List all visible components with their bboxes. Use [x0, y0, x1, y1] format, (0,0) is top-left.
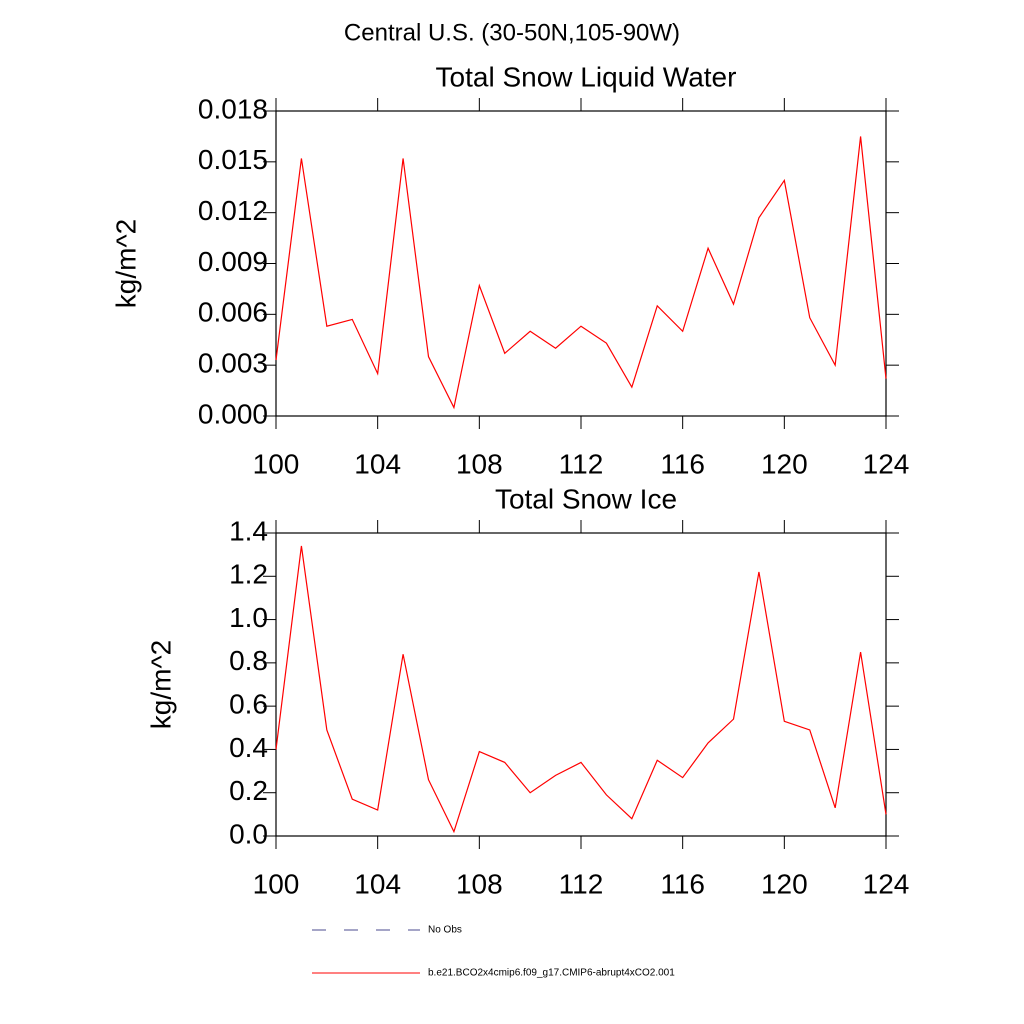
y-tick-label: 0.015 — [198, 144, 268, 175]
page-title: Central U.S. (30-50N,105-90W) — [344, 19, 680, 46]
legend-label: No Obs — [428, 925, 462, 936]
x-tick-label: 116 — [660, 448, 705, 479]
x-tick-label: 120 — [761, 868, 808, 899]
x-tick-label: 116 — [660, 868, 705, 899]
y-tick-label: 1.0 — [229, 602, 268, 633]
x-tick-label: 108 — [456, 868, 503, 899]
x-tick-label: 124 — [863, 448, 910, 479]
y-tick-label: 0.6 — [229, 689, 268, 720]
y-tick-label: 0.000 — [198, 398, 268, 429]
x-tick-label: 112 — [559, 448, 604, 479]
y-tick-label: 0.4 — [229, 732, 268, 763]
y-tick-label: 0.006 — [198, 297, 268, 328]
plot-frame — [275, 532, 887, 837]
y-tick-label: 0.012 — [198, 195, 268, 226]
y-tick-label: 0.018 — [198, 93, 268, 124]
legend-label: b.e21.BCO2x4cmip6.f09_g17.CMIP6-abrupt4x… — [428, 968, 675, 979]
y-axis-label: kg/m^2 — [145, 640, 176, 729]
x-tick-label: 124 — [863, 868, 910, 899]
y-axis-label: kg/m^2 — [110, 219, 141, 308]
y-tick-label: 0.0 — [229, 818, 268, 849]
x-tick-label: 108 — [456, 448, 503, 479]
panel-title: Total Snow Liquid Water — [436, 61, 737, 92]
y-tick-label: 0.8 — [229, 645, 268, 676]
x-tick-label: 112 — [559, 868, 604, 899]
x-tick-label: 100 — [253, 448, 300, 479]
x-tick-label: 104 — [354, 868, 401, 899]
plot-frame — [275, 110, 887, 417]
x-tick-label: 104 — [354, 448, 401, 479]
y-tick-label: 1.4 — [229, 515, 268, 546]
y-tick-label: 0.003 — [198, 348, 268, 379]
data-line — [275, 545, 887, 834]
y-tick-label: 0.2 — [229, 775, 268, 806]
x-tick-label: 100 — [253, 868, 300, 899]
y-tick-label: 1.2 — [229, 559, 268, 590]
x-tick-label: 120 — [761, 448, 808, 479]
panel-title: Total Snow Ice — [495, 483, 677, 514]
y-tick-label: 0.009 — [198, 246, 268, 277]
data-line — [275, 136, 887, 410]
